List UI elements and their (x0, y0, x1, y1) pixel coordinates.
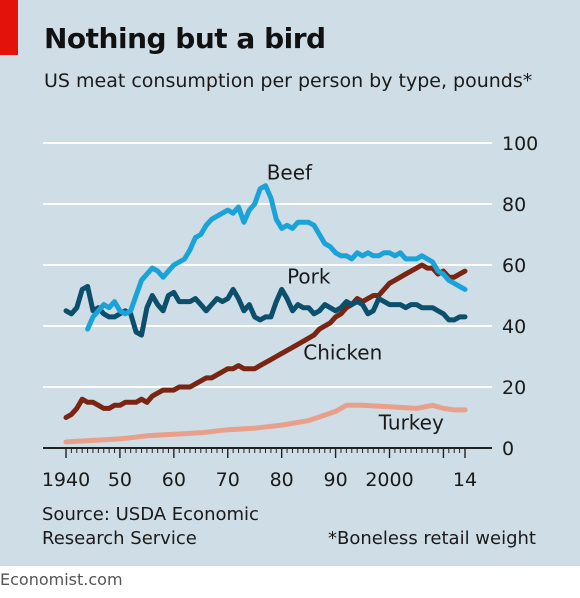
x-tick-label: 90 (324, 469, 348, 491)
x-tick-label: 50 (108, 469, 132, 491)
y-tick-label: 60 (502, 255, 526, 277)
x-tick-label: 2000 (365, 469, 413, 491)
series-line-pork (63, 283, 468, 338)
y-tick-label: 100 (502, 133, 538, 155)
series-line-chicken (63, 262, 468, 420)
series-lines (63, 183, 468, 445)
chart-panel: Nothing but a bird US meat consumption p… (0, 0, 580, 566)
source-line-1: Source: USDA Economic (42, 504, 259, 525)
series-line-turkey (63, 402, 468, 445)
x-tick-label: 14 (453, 469, 477, 491)
y-tick-label: 20 (502, 377, 526, 399)
x-tick-label: 60 (162, 469, 186, 491)
chart-subtitle: US meat consumption per person by type, … (44, 70, 533, 92)
series-line-beef (85, 183, 468, 332)
brand-red-tag (0, 0, 18, 55)
brand-wordmark: Economist.com (0, 570, 123, 589)
chart-title: Nothing but a bird (44, 22, 326, 55)
series-label-beef: Beef (267, 161, 313, 185)
x-tick-label: 1940 (42, 469, 90, 491)
x-tick-labels: 1940 50 60 70 80 90 2000 14 (42, 469, 477, 491)
x-tick-label: 80 (270, 469, 294, 491)
x-ticks (65, 448, 466, 458)
series-label-chicken: Chicken (303, 341, 382, 365)
line-chart: 0 20 40 60 80 100 1940 50 60 70 80 90 2000 14 Beef Po… (42, 133, 538, 491)
y-tick-label: 80 (502, 194, 526, 216)
y-tick-label: 0 (502, 438, 514, 460)
series-labels: Beef Pork Chicken Turkey (267, 161, 444, 435)
series-label-turkey: Turkey (378, 411, 444, 435)
y-tick-label: 40 (502, 316, 526, 338)
y-tick-labels: 0 20 40 60 80 100 (502, 133, 538, 460)
x-tick-label: 70 (216, 469, 240, 491)
series-label-pork: Pork (287, 264, 331, 288)
source-line-2: Research Service (42, 528, 197, 549)
footnote: *Boneless retail weight (328, 528, 536, 549)
